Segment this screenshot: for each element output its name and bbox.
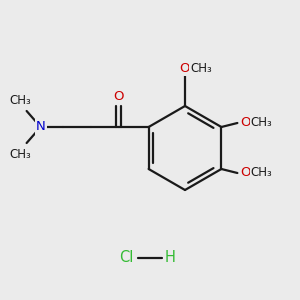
Text: O: O: [240, 116, 250, 130]
Text: Cl: Cl: [119, 250, 133, 266]
Text: CH₃: CH₃: [250, 167, 272, 179]
Text: CH₃: CH₃: [10, 94, 32, 106]
Text: CH₃: CH₃: [190, 61, 212, 74]
Text: O: O: [240, 167, 250, 179]
Text: O: O: [113, 89, 124, 103]
Text: O: O: [180, 61, 190, 74]
Text: CH₃: CH₃: [10, 148, 32, 160]
Text: N: N: [36, 121, 46, 134]
Text: CH₃: CH₃: [250, 116, 272, 130]
Text: H: H: [165, 250, 176, 266]
